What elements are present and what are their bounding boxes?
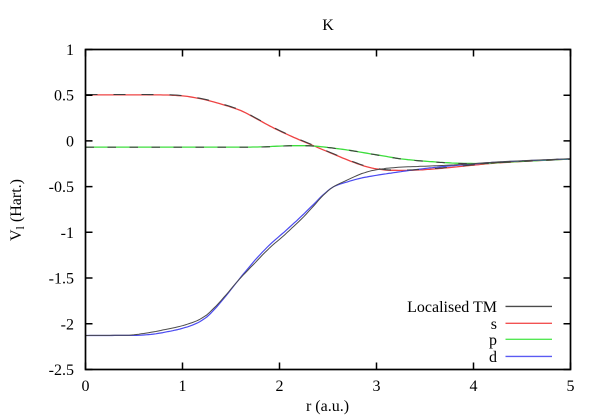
svg-text:Vl (Hart.): Vl (Hart.) [8,179,27,241]
svg-text:4: 4 [470,378,478,395]
svg-text:r (a.u.): r (a.u.) [306,398,349,415]
svg-text:K: K [322,17,334,34]
svg-text:-2: -2 [61,316,74,333]
svg-text:d: d [489,349,497,366]
svg-text:0: 0 [82,378,90,395]
svg-text:Localised TM: Localised TM [407,299,497,316]
svg-text:1: 1 [179,378,187,395]
svg-text:-2.5: -2.5 [49,362,74,379]
svg-text:s: s [491,316,497,333]
svg-text:5: 5 [567,378,575,395]
svg-text:0: 0 [66,133,74,150]
svg-text:2: 2 [276,378,284,395]
svg-text:p: p [489,332,497,349]
svg-text:-0.5: -0.5 [49,179,74,196]
svg-text:3: 3 [373,378,381,395]
svg-text:-1: -1 [61,225,74,242]
svg-text:0.5: 0.5 [54,88,74,105]
svg-text:1: 1 [66,42,74,59]
svg-text:-1.5: -1.5 [49,271,74,288]
